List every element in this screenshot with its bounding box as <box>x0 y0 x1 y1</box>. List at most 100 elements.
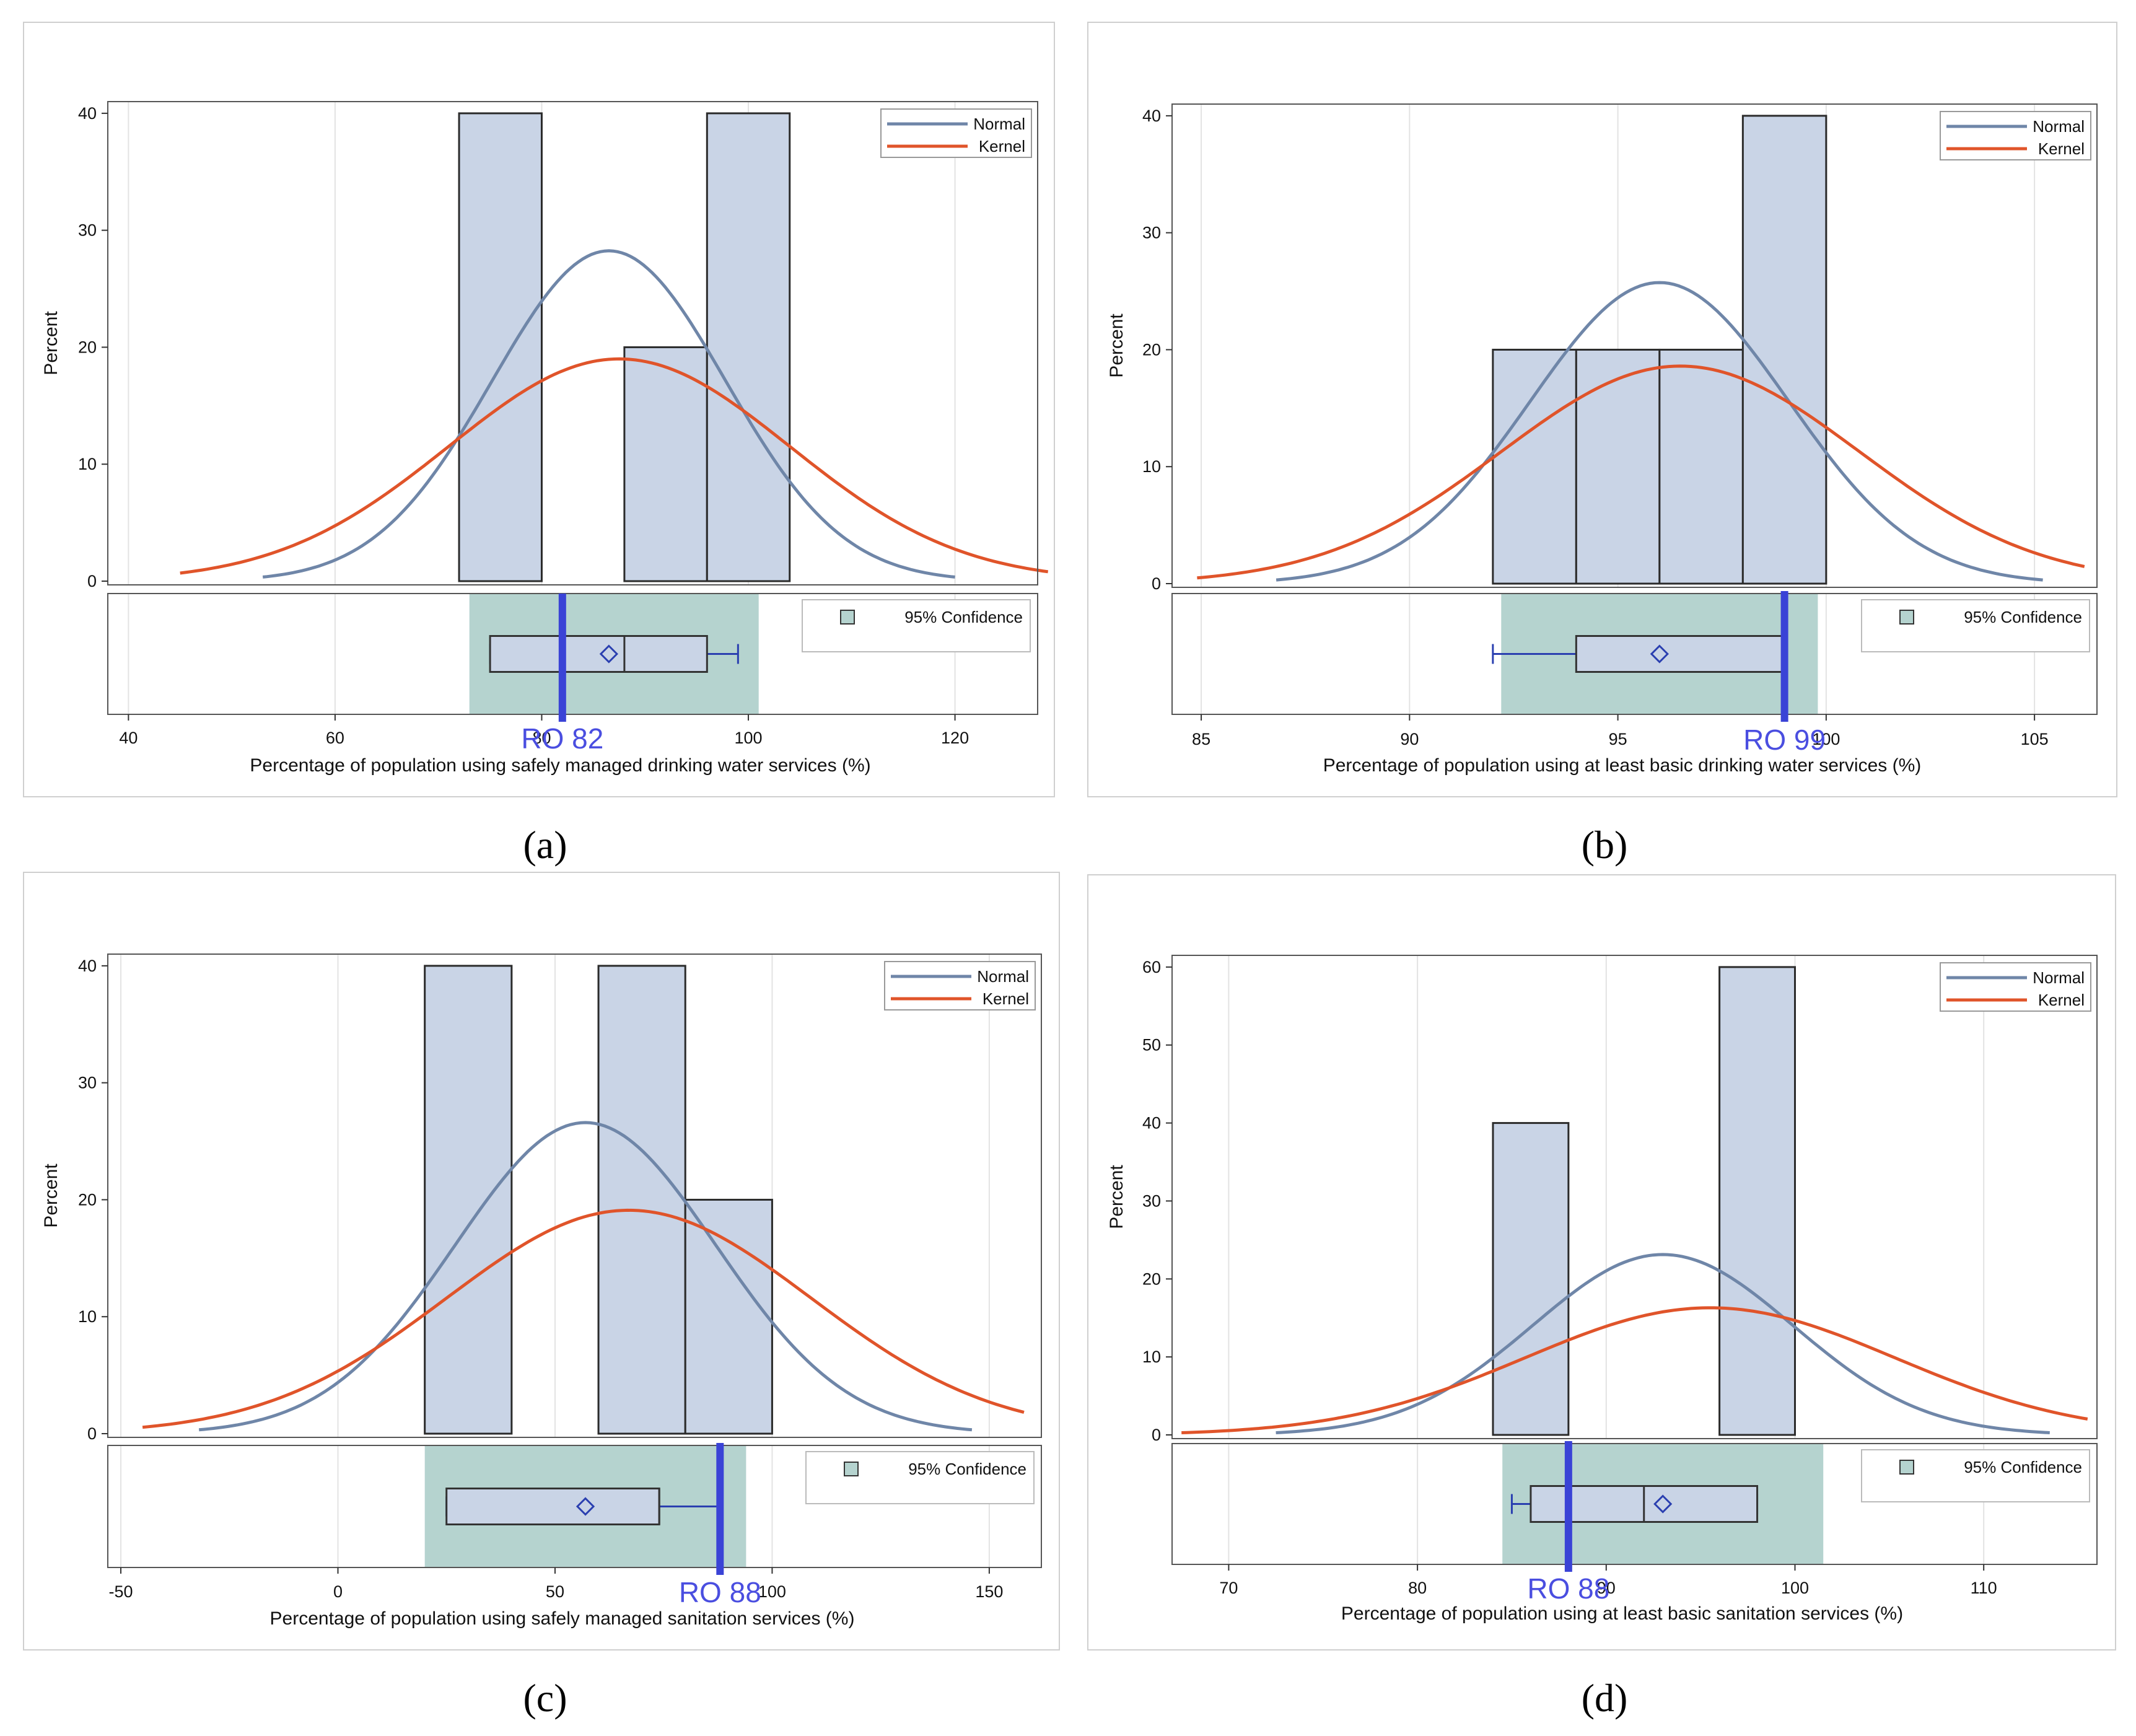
boxplot-area <box>1171 1443 2098 1565</box>
y-axis-label: Percent <box>41 311 61 375</box>
box-mean-marker <box>599 644 618 664</box>
x-tick-label: 120 <box>941 729 969 747</box>
legend-box <box>880 108 1032 158</box>
ro-label: RO 99 <box>1743 724 1826 756</box>
confidence-legend-swatch <box>1899 1460 1914 1475</box>
panel-b: 0 10 20 30 40 85 90 95 100 105 Percentage of popul… <box>1087 22 2117 867</box>
boxplot-area <box>107 593 1038 715</box>
confidence-legend-box <box>805 1451 1035 1504</box>
x-tick-label: 100 <box>1812 730 1840 748</box>
y-tick-label: 40 <box>1142 1114 1161 1133</box>
plot-area <box>107 953 1042 1438</box>
panel-a: 0 10 20 30 40 40 60 80 100 120 Percentage of popul… <box>23 22 1055 867</box>
legend-normal-label: Normal <box>2033 117 2085 136</box>
histogram-bar <box>706 112 791 582</box>
legend-kernel-label: Kernel <box>2038 139 2085 158</box>
panel-caption: (b) <box>1582 823 1628 867</box>
y-tick-label: 0 <box>1152 574 1161 593</box>
x-tick-label: 50 <box>546 1582 564 1601</box>
panel-d: 0 10 20 30 40 50 60 70 80 90 100 110 Percentage of p… <box>1087 874 2116 1720</box>
x-tick-label: 100 <box>734 729 762 747</box>
legend-normal-label: Normal <box>2033 968 2085 987</box>
legend-box <box>884 961 1036 1010</box>
y-tick-label: 40 <box>78 957 97 975</box>
normal-curve <box>262 249 955 579</box>
x-tick-label: 0 <box>333 1582 343 1601</box>
y-tick-label: 30 <box>1142 1191 1161 1210</box>
confidence-legend-box <box>802 599 1031 652</box>
histogram-bar <box>1718 966 1796 1436</box>
box-mean-marker <box>1653 1494 1673 1514</box>
legend-box <box>1940 962 2091 1012</box>
histogram-bar <box>684 1198 773 1435</box>
x-tick-label: 100 <box>1781 1579 1809 1597</box>
kernel-curve <box>1181 1306 2088 1434</box>
confidence-legend-swatch <box>1899 610 1914 625</box>
y-tick-label: 10 <box>78 1307 97 1326</box>
y-tick-label: 60 <box>1142 958 1161 976</box>
histogram-bar <box>1492 1122 1570 1436</box>
confidence-legend-box <box>1861 1449 2090 1502</box>
box-mean-marker <box>1650 644 1669 664</box>
histogram-bar <box>623 346 708 582</box>
y-tick-label: 0 <box>87 1424 97 1443</box>
box-iqr <box>489 635 708 673</box>
histogram-bar <box>1658 348 1744 585</box>
y-tick-label: 50 <box>1142 1036 1161 1054</box>
plot-area <box>107 101 1038 585</box>
x-axis-label: Percentage of population using safely ma… <box>270 1608 855 1629</box>
legend-normal-label: Normal <box>977 967 1029 986</box>
box-iqr <box>1575 635 1786 673</box>
x-tick-label: 100 <box>758 1582 786 1601</box>
y-tick-label: 0 <box>87 572 97 590</box>
x-tick-label: 110 <box>1971 1579 1997 1597</box>
x-tick-label: 60 <box>326 729 344 747</box>
ro-label: RO 88 <box>1527 1572 1609 1605</box>
x-tick-label: 90 <box>1400 730 1419 748</box>
normal-curve <box>1276 281 2043 582</box>
panel-c: 0 10 20 30 40 -50 0 50 100 150 Percentage of popul… <box>23 872 1060 1720</box>
histogram-bar <box>1741 115 1827 585</box>
boxplot-area <box>107 1445 1042 1568</box>
panel-caption: (a) <box>523 823 567 867</box>
confidence-legend-box <box>1861 599 2090 652</box>
legend-kernel-label: Kernel <box>979 137 1025 156</box>
x-tick-label: 95 <box>1609 730 1627 748</box>
legend-normal-label: Normal <box>973 115 1025 133</box>
panel-caption: (c) <box>523 1676 567 1720</box>
plot-area <box>1171 955 2098 1439</box>
confidence-legend-label: 95% Confidence <box>904 608 1023 626</box>
y-tick-label: 20 <box>1142 340 1161 359</box>
y-tick-label: 30 <box>78 1074 97 1092</box>
normal-curve <box>1276 1253 2050 1434</box>
y-tick-label: 10 <box>78 455 97 473</box>
kernel-curve <box>142 1208 1025 1429</box>
kernel-curve <box>180 357 1049 575</box>
ro-label: RO 88 <box>679 1576 761 1608</box>
y-tick-label: 30 <box>1142 224 1161 242</box>
confidence-legend-label: 95% Confidence <box>1964 1458 2082 1476</box>
x-tick-label: 150 <box>975 1582 1003 1601</box>
x-tick-label: 105 <box>2021 730 2049 748</box>
y-tick-label: 30 <box>78 221 97 240</box>
x-tick-label: 90 <box>1597 1579 1616 1597</box>
boxplot-area <box>1171 593 2098 715</box>
kernel-curve <box>1197 364 2085 580</box>
y-tick-label: 40 <box>1142 107 1161 125</box>
confidence-legend-swatch <box>844 1462 859 1476</box>
y-tick-label: 20 <box>78 1190 97 1209</box>
box-mean-marker <box>576 1497 595 1516</box>
y-tick-label: 20 <box>78 338 97 356</box>
confidence-legend-label: 95% Confidence <box>908 1460 1026 1478</box>
box-iqr <box>445 1488 660 1525</box>
x-tick-label: 85 <box>1192 730 1210 748</box>
histogram-bar <box>1575 348 1661 585</box>
legend-box <box>1940 111 2091 160</box>
panel-caption: (d) <box>1582 1676 1628 1720</box>
histogram-bar <box>424 965 513 1435</box>
y-tick-label: 40 <box>78 104 97 123</box>
y-axis-label: Percent <box>1106 313 1127 378</box>
histogram-bar <box>597 965 686 1435</box>
x-axis-label: Percentage of population using safely ma… <box>250 755 870 776</box>
